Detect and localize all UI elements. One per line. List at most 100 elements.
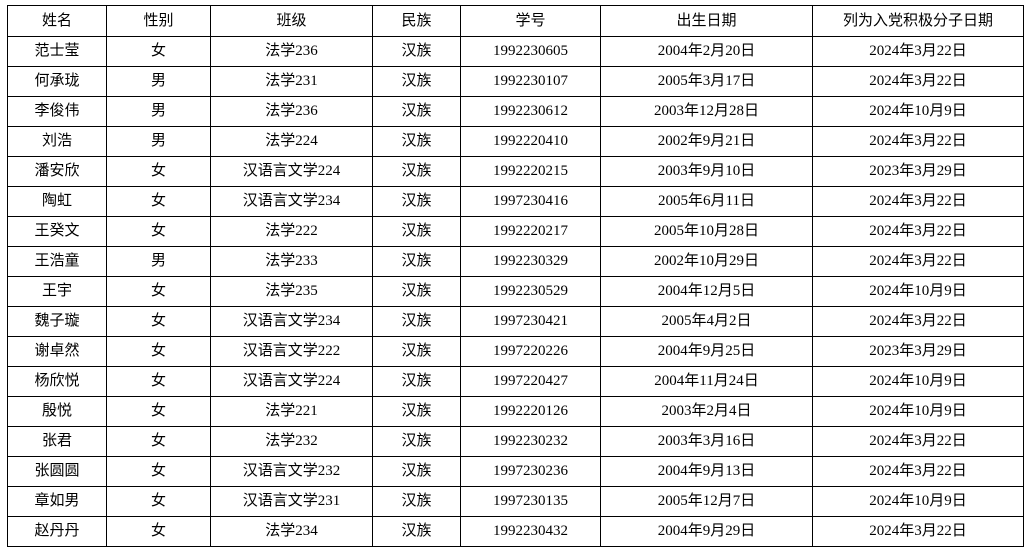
cell-sid: 1992220126 (460, 396, 601, 427)
cell-class: 法学234 (210, 516, 373, 547)
cell-gender: 女 (106, 36, 211, 67)
table-row: 谢卓然女汉语言文学222 汉族 1997220226 2004年9月25日 2023年3… (7, 336, 1024, 367)
table-row: 何承珑男法学231 汉族 1992230107 2005年3月17日 2024年3月22… (7, 66, 1024, 97)
cell-name: 魏子璇 (7, 306, 107, 337)
cell-ethnic: 汉族 (372, 66, 461, 97)
cell-class: 法学224 (210, 126, 373, 157)
cell-class: 法学236 (210, 36, 373, 67)
cell-gender: 女 (106, 396, 211, 427)
cell-name: 谢卓然 (7, 336, 107, 367)
cell-class: 法学222 (210, 216, 373, 247)
cell-gender: 女 (106, 426, 211, 457)
cell-name: 陶虹 (7, 186, 107, 217)
cell-birth: 2005年3月17日 (600, 66, 813, 97)
cell-gender: 男 (106, 66, 211, 97)
table-row: 刘浩男法学224 汉族 1992220410 2002年9月21日 2024年3月22日 (7, 126, 1024, 157)
cell-gender: 女 (106, 486, 211, 517)
cell-class: 汉语言文学224 (210, 366, 373, 397)
cell-ethnic: 汉族 (372, 516, 461, 547)
table-row: 陶虹女汉语言文学234 汉族 1997230416 2005年6月11日 2024年3月… (7, 186, 1024, 217)
cell-gender: 女 (106, 336, 211, 367)
cell-ethnic: 汉族 (372, 96, 461, 127)
cell-joindate: 2024年10月9日 (812, 276, 1024, 307)
column-header-gender: 性别 (106, 5, 211, 37)
cell-ethnic: 汉族 (372, 336, 461, 367)
cell-name: 王浩童 (7, 246, 107, 277)
cell-joindate: 2024年3月22日 (812, 456, 1024, 487)
cell-gender: 女 (106, 216, 211, 247)
cell-sid: 1997230421 (460, 306, 601, 337)
cell-joindate: 2024年3月22日 (812, 246, 1024, 277)
table-row: 范士莹女法学236 汉族 1992230605 2004年2月20日 2024年3月22… (7, 36, 1024, 67)
cell-sid: 1997230135 (460, 486, 601, 517)
cell-class: 汉语言文学234 (210, 186, 373, 217)
cell-class: 法学235 (210, 276, 373, 307)
cell-joindate: 2024年3月22日 (812, 306, 1024, 337)
cell-ethnic: 汉族 (372, 486, 461, 517)
cell-ethnic: 汉族 (372, 276, 461, 307)
cell-joindate: 2024年3月22日 (812, 216, 1024, 247)
table-row: 张君女法学232 汉族 1992230232 2003年3月16日 2024年3月22日 (7, 426, 1024, 457)
cell-ethnic: 汉族 (372, 366, 461, 397)
table-row: 李俊伟男法学236 汉族 1992230612 2003年12月28日 2024年10月… (7, 96, 1024, 127)
cell-ethnic: 汉族 (372, 426, 461, 457)
cell-birth: 2002年9月21日 (600, 126, 813, 157)
table-row: 王癸文女法学222 汉族 1992220217 2005年10月28日 2024年3月2… (7, 216, 1024, 247)
table-row: 赵丹丹女法学234 汉族 1992230432 2004年9月29日 2024年3月22… (7, 516, 1024, 547)
cell-name: 殷悦 (7, 396, 107, 427)
cell-sid: 1992220410 (460, 126, 601, 157)
cell-joindate: 2023年3月29日 (812, 156, 1024, 187)
table-row: 殷悦女法学221 汉族 1992220126 2003年2月4日 2024年10月9日 (7, 396, 1024, 427)
table-row: 王浩童男法学233 汉族 1992230329 2002年10月29日 2024年3月2… (7, 246, 1024, 277)
cell-class: 法学231 (210, 66, 373, 97)
cell-ethnic: 汉族 (372, 36, 461, 67)
cell-sid: 1992230612 (460, 96, 601, 127)
column-header-joindate: 列为入党积极分子日期 (812, 5, 1024, 37)
cell-ethnic: 汉族 (372, 246, 461, 277)
cell-gender: 女 (106, 276, 211, 307)
cell-sid: 1997230416 (460, 186, 601, 217)
header-row: 姓名 性别 班级 民族 学号 出生日期 列为入党积极分子日期 (7, 5, 1024, 37)
cell-name: 范士莹 (7, 36, 107, 67)
cell-ethnic: 汉族 (372, 306, 461, 337)
cell-sid: 1992220217 (460, 216, 601, 247)
cell-gender: 男 (106, 126, 211, 157)
cell-birth: 2004年9月29日 (600, 516, 813, 547)
party-activist-roster-table: 姓名 性别 班级 民族 学号 出生日期 列为入党积极分子日期 范士莹女法学236 汉族 1992… (7, 5, 1024, 547)
cell-birth: 2003年9月10日 (600, 156, 813, 187)
cell-name: 李俊伟 (7, 96, 107, 127)
cell-gender: 女 (106, 456, 211, 487)
cell-name: 赵丹丹 (7, 516, 107, 547)
cell-sid: 1992230107 (460, 66, 601, 97)
cell-class: 汉语言文学232 (210, 456, 373, 487)
cell-joindate: 2024年3月22日 (812, 186, 1024, 217)
cell-joindate: 2024年10月9日 (812, 486, 1024, 517)
column-header-sid: 学号 (460, 5, 601, 37)
cell-birth: 2005年10月28日 (600, 216, 813, 247)
cell-class: 汉语言文学231 (210, 486, 373, 517)
table-row: 章如男女汉语言文学231 汉族 1997230135 2005年12月7日 2024年1… (7, 486, 1024, 517)
cell-gender: 男 (106, 246, 211, 277)
cell-name: 王癸文 (7, 216, 107, 247)
cell-ethnic: 汉族 (372, 456, 461, 487)
cell-joindate: 2024年3月22日 (812, 66, 1024, 97)
cell-birth: 2005年6月11日 (600, 186, 813, 217)
cell-sid: 1992230432 (460, 516, 601, 547)
cell-ethnic: 汉族 (372, 186, 461, 217)
cell-sid: 1997220226 (460, 336, 601, 367)
cell-joindate: 2024年3月22日 (812, 36, 1024, 67)
cell-birth: 2003年3月16日 (600, 426, 813, 457)
cell-gender: 女 (106, 366, 211, 397)
cell-name: 张君 (7, 426, 107, 457)
table-row: 潘安欣女汉语言文学224 汉族 1992220215 2003年9月10日 2023年3… (7, 156, 1024, 187)
cell-gender: 女 (106, 186, 211, 217)
cell-sid: 1992230605 (460, 36, 601, 67)
table-row: 王宇女法学235 汉族 1992230529 2004年12月5日 2024年10月9日 (7, 276, 1024, 307)
cell-joindate: 2023年3月29日 (812, 336, 1024, 367)
cell-birth: 2004年9月13日 (600, 456, 813, 487)
cell-class: 法学232 (210, 426, 373, 457)
cell-sid: 1992220215 (460, 156, 601, 187)
cell-joindate: 2024年10月9日 (812, 396, 1024, 427)
cell-birth: 2004年11月24日 (600, 366, 813, 397)
cell-joindate: 2024年3月22日 (812, 516, 1024, 547)
